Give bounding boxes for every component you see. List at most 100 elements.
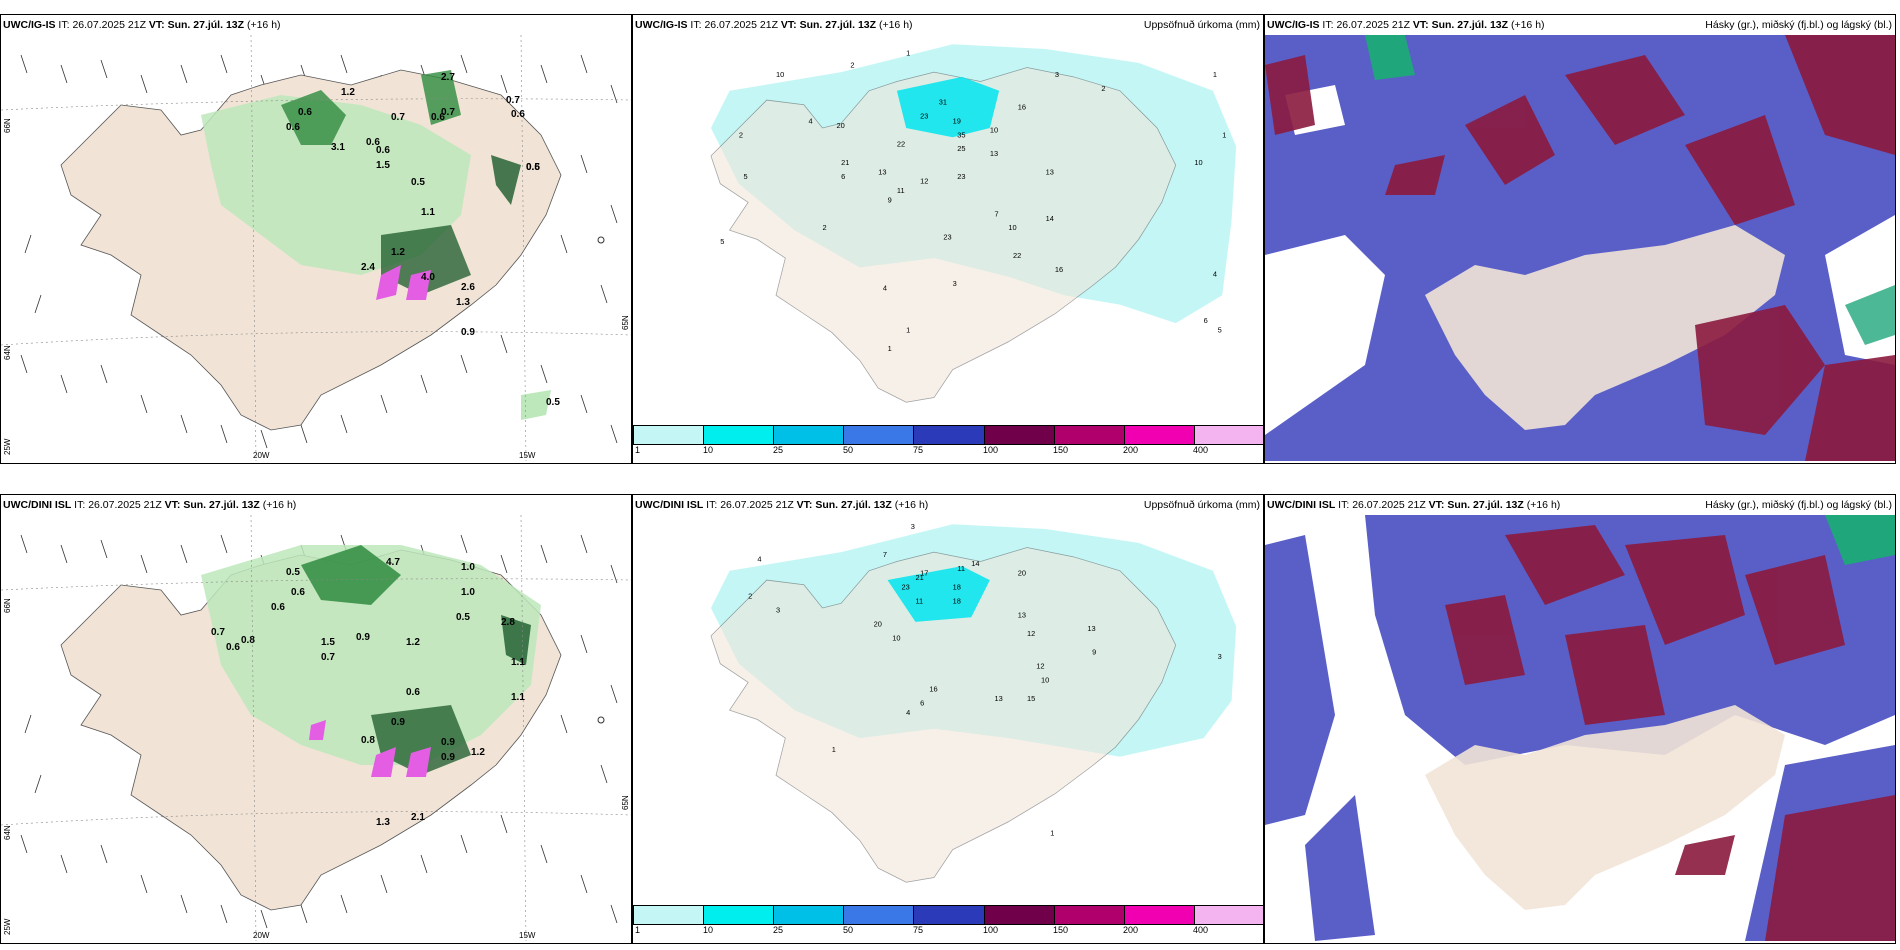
value-label: 1	[888, 344, 892, 353]
value-label: 2	[739, 130, 743, 139]
value-label: 1.1	[511, 657, 525, 668]
legend-tick: 75	[913, 925, 924, 935]
it-value: 26.07.2025 21Z	[72, 19, 146, 31]
lon-label-25w: 25W	[3, 918, 12, 935]
panel-ig-is-clouds: UWC/IG-IS IT: 26.07.2025 21Z VT: Sun. 27…	[1264, 14, 1896, 464]
value-label: 0.9	[441, 737, 455, 748]
value-label: 23	[920, 112, 928, 121]
value-label: 3	[911, 522, 915, 531]
map-iceland-precip: 10 2 1 3 2 4 2 5 20 31 35 19 10 23 25 13…	[710, 44, 1237, 403]
vt-label: VT:	[148, 19, 165, 31]
value-label: 4.7	[386, 557, 400, 568]
value-label: 1.0	[461, 587, 475, 598]
legend-swatch	[774, 906, 845, 924]
legend-swatch	[914, 426, 985, 444]
panel-header: UWC/DINI ISL IT: 26.07.2025 21Z VT: Sun.…	[633, 495, 1263, 515]
legend-tick: 200	[1123, 445, 1139, 455]
value-label: 1.2	[391, 247, 405, 258]
legend-swatch	[844, 426, 915, 444]
value-label: 14	[971, 559, 979, 568]
panel-ig-is-wind-precip: UWC/IG-IS IT: 26.07.2025 21Z VT: Sun. 27…	[0, 14, 632, 464]
legend-swatch	[1194, 906, 1263, 924]
value-label: 0.5	[411, 177, 425, 188]
legend-swatch	[1194, 426, 1263, 444]
value-label: 12	[1036, 661, 1044, 670]
it-value: 26.07.2025 21Z	[704, 19, 778, 31]
value-label: 23	[902, 582, 910, 591]
value-label: 21	[915, 573, 923, 582]
lon-label-20w: 20W	[253, 451, 270, 460]
value-label: 18	[953, 596, 961, 605]
legend-tick: 10	[703, 925, 714, 935]
precip-green-areas	[201, 70, 551, 420]
value-label: 7	[994, 209, 998, 218]
value-label: 13	[994, 694, 1002, 703]
iceland-land	[710, 547, 1177, 883]
value-label: 16	[1055, 265, 1063, 274]
value-label: 5	[1218, 325, 1222, 334]
lead-time: (+16 h)	[1510, 19, 1545, 31]
value-label: 2	[748, 592, 752, 601]
legend-ticks: 1 10 25 50 75 100 150 200 400	[633, 925, 1263, 939]
value-label: 3	[1218, 652, 1222, 661]
value-label: 0.5	[286, 567, 300, 578]
it-label: IT:	[1322, 19, 1334, 31]
value-label: 0.9	[391, 717, 405, 728]
legend-tick: 400	[1193, 445, 1209, 455]
value-label: 19	[953, 116, 961, 125]
value-label: 17	[920, 568, 928, 577]
it-label: IT:	[1338, 499, 1350, 511]
value-label: 13	[1018, 610, 1026, 619]
map-iceland-wind: 1.2 0.6 0.6 0.6 3.1 0.7 0.6 0.6 1.5 0.7 …	[1, 35, 631, 461]
value-label: 0.6	[431, 112, 445, 123]
iceland-land	[1425, 225, 1785, 430]
value-label: 0.5	[526, 162, 540, 173]
value-label: 0.5	[456, 612, 470, 623]
panel-dini-clouds: UWC/DINI ISL IT: 26.07.2025 21Z VT: Sun.…	[1264, 494, 1896, 944]
it-label: IT:	[690, 19, 702, 31]
legend-tick: 200	[1123, 925, 1139, 935]
color-legend: 1 10 25 50 75 100 150 200 400	[633, 905, 1263, 943]
value-label: 6	[1204, 316, 1208, 325]
map-iceland-wind: 0.5 0.6 0.6 4.7 1.0 1.0 0.7 0.6 0.8 1.5 …	[1, 515, 631, 941]
legend-tick: 50	[843, 925, 854, 935]
legend-swatch	[1124, 906, 1195, 924]
precip-values: 3 4 2 3 7 11 17 14 18 23 11 18 21 20 10 …	[748, 522, 1222, 838]
value-label: 35	[957, 130, 965, 139]
value-label: 23	[957, 172, 965, 181]
vt-value: Sun. 27.júl. 13Z	[1431, 19, 1509, 31]
lead-time: (+16 h)	[878, 19, 913, 31]
value-label: 0.6	[291, 587, 305, 598]
value-label: 3	[953, 279, 957, 288]
panel-header: UWC/IG-IS IT: 26.07.2025 21Z VT: Sun. 27…	[633, 15, 1263, 35]
value-label: 0.6	[286, 122, 300, 133]
value-label: 1	[1050, 829, 1054, 838]
legend-swatch	[914, 906, 985, 924]
value-label: 2	[823, 223, 827, 232]
lat-label-64n: 64N	[3, 825, 12, 840]
lead-time: (+16 h)	[894, 499, 929, 511]
value-label: 0.7	[321, 652, 335, 663]
value-label: 11	[957, 564, 965, 573]
value-label: 2.8	[501, 617, 515, 628]
legend-tick: 150	[1053, 925, 1069, 935]
vt-value: Sun. 27.júl. 13Z	[815, 499, 892, 511]
model-name: UWC/DINI ISL	[635, 499, 704, 511]
lead-time: (+16 h)	[1526, 499, 1561, 511]
value-label: 0.6	[271, 602, 285, 613]
value-label: 4	[1213, 270, 1217, 279]
lat-label-65n: 65N	[621, 795, 630, 810]
legend-swatch	[634, 906, 705, 924]
legend-swatch	[634, 426, 705, 444]
value-label: 13	[878, 167, 886, 176]
legend-swatches	[633, 905, 1263, 925]
value-label: 10	[1008, 223, 1016, 232]
lat-label-66n: 66N	[3, 118, 12, 133]
value-label: 10	[1041, 675, 1049, 684]
it-label: IT:	[74, 499, 86, 511]
value-label: 0.6	[226, 642, 240, 653]
value-label: 0.8	[241, 635, 255, 646]
legend-swatch	[1054, 906, 1125, 924]
it-value: 26.07.2025 21Z	[720, 499, 794, 511]
value-label: 2.6	[461, 282, 475, 293]
